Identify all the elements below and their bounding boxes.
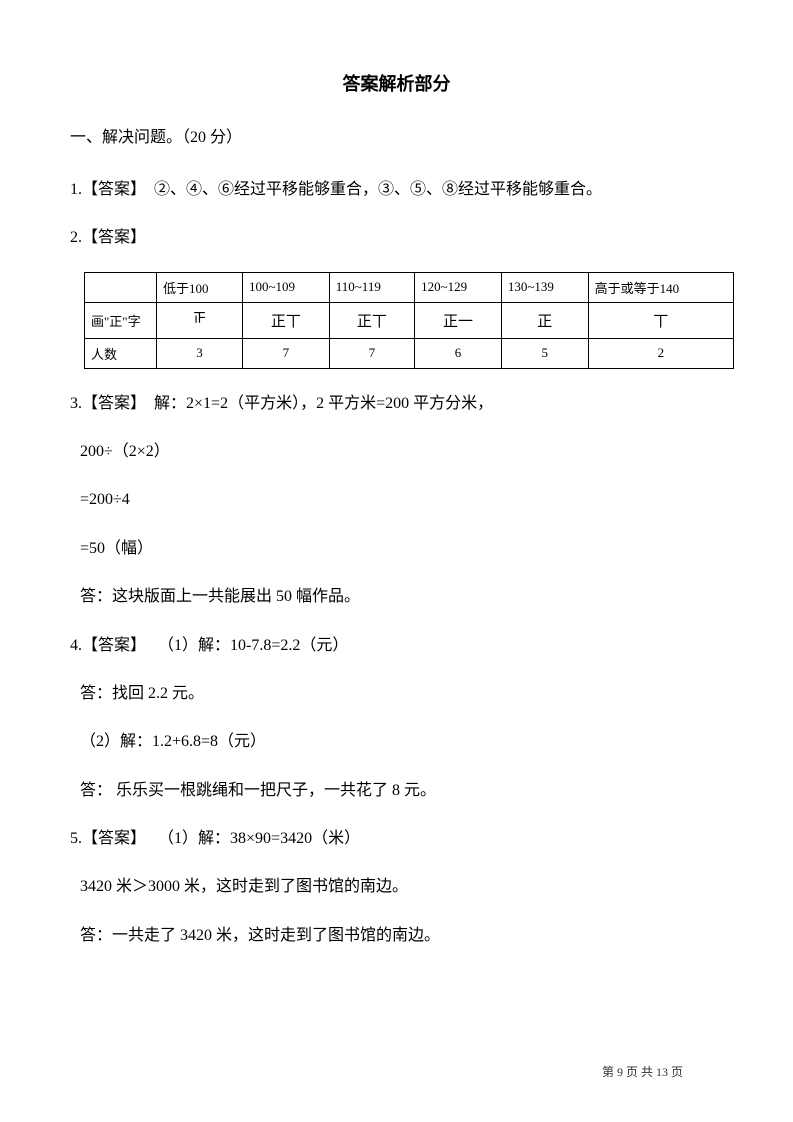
q3-line5: 答：这块版面上一共能展出 50 幅作品。: [70, 582, 723, 612]
row2-label: 人数: [85, 338, 157, 368]
count-4: 6: [415, 338, 502, 368]
footer-total: 13: [656, 1065, 668, 1079]
count-6: 2: [588, 338, 733, 368]
header-col2: 100~109: [242, 272, 329, 302]
q3-line3: =200÷4: [70, 485, 723, 515]
q5-line1: 5.【答案】 （1）解：38×90=3420（米）: [70, 824, 723, 854]
tally-5: 正: [501, 302, 588, 338]
q1-text: ②、④、⑥经过平移能够重合，③、⑤、⑧经过平移能够重合。: [154, 181, 602, 198]
header-col3: 110~119: [329, 272, 414, 302]
header-col5: 130~139: [501, 272, 588, 302]
q5-text1: （1）解：38×90=3420（米）: [158, 830, 360, 847]
tally-3: 正丅: [329, 302, 414, 338]
q5-line2: 3420 米＞3000 米，这时走到了图书馆的南边。: [70, 872, 723, 902]
footer-suffix: 页: [668, 1065, 683, 1079]
q1-answer: 1.【答案】 ②、④、⑥经过平移能够重合，③、⑤、⑧经过平移能够重合。: [70, 175, 723, 205]
row1-label: 画"正"字: [85, 302, 157, 338]
page-footer: 第 9 页 共 13 页: [602, 1063, 683, 1080]
count-3: 7: [329, 338, 414, 368]
tally-1: 𝍵: [157, 302, 243, 338]
q4-line2: 答：找回 2.2 元。: [70, 679, 723, 709]
q3-label: 3.【答案】: [70, 395, 146, 412]
header-col4: 120~129: [415, 272, 502, 302]
header-col6: 高于或等于140: [588, 272, 733, 302]
q1-label: 1.【答案】: [70, 181, 146, 198]
footer-prefix: 第: [602, 1065, 617, 1079]
q4-line3: （2）解：1.2+6.8=8（元）: [70, 727, 723, 757]
q4-label: 4.【答案】: [70, 637, 146, 654]
count-1: 3: [157, 338, 243, 368]
page-title: 答案解析部分: [70, 70, 723, 96]
q3-line4: =50（幅）: [70, 534, 723, 564]
q5-line3: 答：一共走了 3420 米，这时走到了图书馆的南边。: [70, 921, 723, 951]
q4-line4: 答： 乐乐买一根跳绳和一把尺子，一共花了 8 元。: [70, 776, 723, 806]
q3-line1: 3.【答案】 解：2×1=2（平方米），2 平方米=200 平方分米，: [70, 389, 723, 419]
q4-text1: （1）解：10-7.8=2.2（元）: [158, 637, 348, 654]
q5-label: 5.【答案】: [70, 830, 146, 847]
tally-4: 正一: [415, 302, 502, 338]
tally-table: 低于100 100~109 110~119 120~129 130~139 高于…: [84, 272, 734, 369]
tally-2: 正丅: [242, 302, 329, 338]
tally-6: 丅: [588, 302, 733, 338]
q4-line1: 4.【答案】 （1）解：10-7.8=2.2（元）: [70, 631, 723, 661]
header-empty: [85, 272, 157, 302]
section-header: 一、解决问题。（20 分）: [70, 124, 723, 153]
count-2: 7: [242, 338, 329, 368]
footer-mid: 页 共: [623, 1065, 656, 1079]
table-tally-row: 画"正"字 𝍵 正丅 正丅 正一 正 丅: [85, 302, 734, 338]
table-count-row: 人数 3 7 7 6 5 2: [85, 338, 734, 368]
table-header-row: 低于100 100~109 110~119 120~129 130~139 高于…: [85, 272, 734, 302]
count-5: 5: [501, 338, 588, 368]
q3-text1: 解：2×1=2（平方米），2 平方米=200 平方分米，: [154, 395, 493, 412]
q2-label: 2.【答案】: [70, 223, 723, 253]
q3-line2: 200÷（2×2）: [70, 437, 723, 467]
header-col1: 低于100: [157, 272, 243, 302]
